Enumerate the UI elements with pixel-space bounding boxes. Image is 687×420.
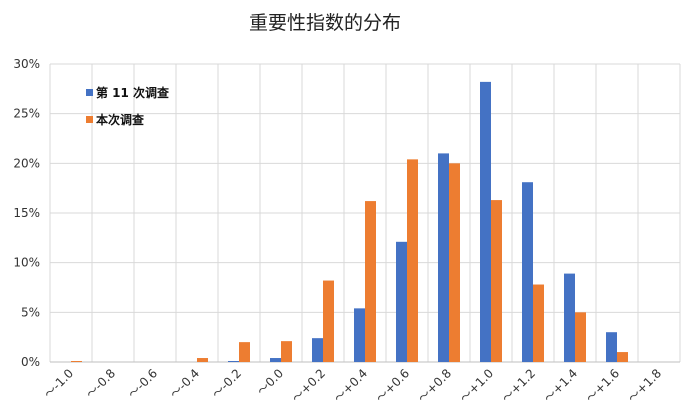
- y-tick-label: 10%: [13, 256, 40, 270]
- bar-survey-11: [480, 81, 491, 362]
- y-tick-label: 0%: [21, 355, 40, 369]
- bar-survey-11: [228, 361, 239, 362]
- x-tick-label: ～-0.4: [167, 366, 202, 401]
- bar-current-survey: [449, 163, 460, 362]
- x-tick-label: ～+1.8: [625, 366, 664, 405]
- y-tick-label: 30%: [13, 57, 40, 71]
- bar-survey-11: [312, 338, 323, 362]
- gridlines: [49, 63, 681, 362]
- x-tick-label: ～+1.2: [499, 366, 538, 405]
- chart-title: 重要性指数的分布: [248, 12, 401, 34]
- x-tick-label: ～-0.6: [125, 366, 160, 401]
- bar-survey-11: [438, 153, 449, 362]
- x-tick-label: ～0.0: [254, 366, 286, 398]
- bar-survey-11: [606, 332, 617, 362]
- bar-current-survey: [533, 284, 544, 362]
- y-tick-label: 25%: [13, 107, 40, 121]
- y-tick-label: 5%: [21, 305, 40, 319]
- x-tick-label: ～-1.0: [41, 366, 76, 401]
- x-tick-label: ～-0.8: [83, 366, 118, 401]
- bar-current-survey: [575, 312, 586, 362]
- bars: [71, 81, 628, 362]
- x-tick-label: ～+1.6: [583, 366, 622, 405]
- bar-current-survey: [281, 341, 292, 362]
- x-tick-label: ～+0.2: [289, 366, 328, 405]
- x-tick-label: ～+1.0: [457, 366, 496, 405]
- bar-current-survey: [71, 361, 82, 362]
- legend-label: 第 11 次调查: [96, 85, 170, 100]
- legend-swatch: [86, 89, 93, 96]
- bar-survey-11: [522, 182, 533, 362]
- y-tick-label: 20%: [13, 156, 40, 170]
- bar-current-survey: [491, 200, 502, 362]
- bar-current-survey: [239, 342, 250, 362]
- bar-current-survey: [407, 159, 418, 362]
- bar-survey-11: [354, 308, 365, 362]
- x-tick-label: ～+0.4: [331, 366, 370, 405]
- bar-current-survey: [617, 352, 628, 362]
- legend-swatch: [86, 116, 93, 123]
- bar-survey-11: [396, 241, 407, 362]
- bar-current-survey: [365, 201, 376, 362]
- x-tick-label: ～+0.6: [373, 366, 412, 405]
- x-tick-label: ～-0.2: [209, 366, 244, 401]
- x-tick-label: ～+1.4: [541, 366, 580, 405]
- y-tick-label: 15%: [13, 206, 40, 220]
- bar-survey-11: [564, 273, 575, 362]
- bar-survey-11: [270, 358, 281, 362]
- legend-label: 本次调查: [96, 112, 145, 127]
- x-tick-label: ～+0.8: [415, 366, 454, 405]
- bar-current-survey: [323, 280, 334, 362]
- bar-current-survey: [197, 358, 208, 362]
